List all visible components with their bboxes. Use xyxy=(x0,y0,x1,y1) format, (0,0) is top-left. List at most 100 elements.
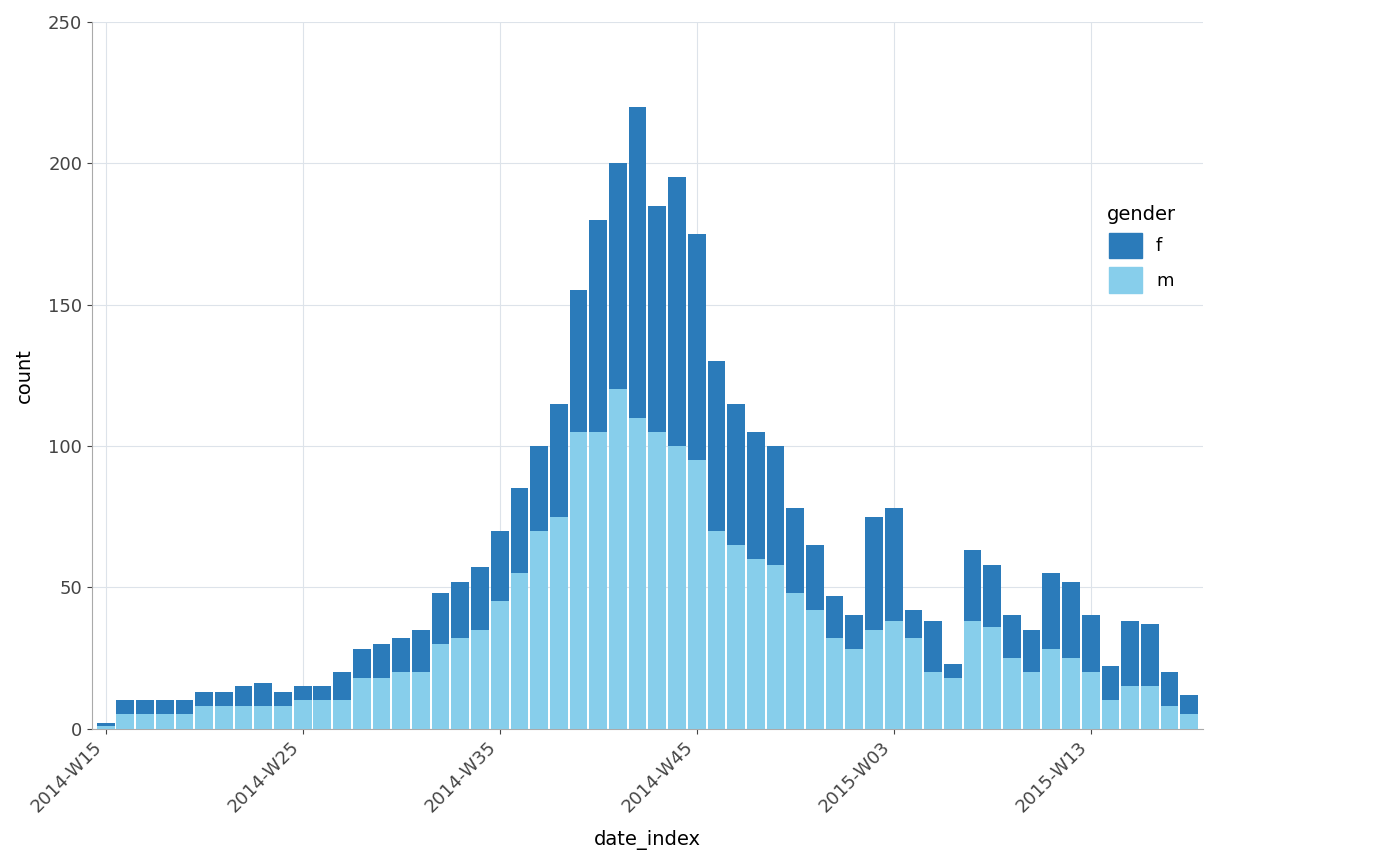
Bar xyxy=(412,630,430,672)
Bar xyxy=(787,508,804,593)
Bar xyxy=(648,432,666,728)
Bar xyxy=(944,677,962,728)
Bar xyxy=(255,683,272,706)
Bar xyxy=(904,610,923,638)
Bar xyxy=(235,686,252,706)
Bar xyxy=(1063,658,1079,728)
Bar xyxy=(314,686,332,701)
Bar xyxy=(136,714,154,728)
Bar xyxy=(707,361,725,531)
Bar xyxy=(1141,624,1159,686)
Bar xyxy=(983,565,1001,627)
Bar xyxy=(1161,672,1179,706)
Bar xyxy=(412,672,430,728)
Bar xyxy=(255,706,272,728)
Bar xyxy=(1063,581,1079,658)
Bar xyxy=(1102,701,1119,728)
Bar xyxy=(846,616,864,650)
Bar xyxy=(826,596,843,638)
Bar xyxy=(885,508,903,621)
Bar xyxy=(116,701,134,714)
Bar xyxy=(767,565,784,728)
Bar xyxy=(1121,686,1140,728)
Bar xyxy=(235,706,252,728)
Bar xyxy=(294,701,312,728)
Bar xyxy=(904,638,923,728)
Bar xyxy=(195,706,213,728)
Bar xyxy=(1043,650,1060,728)
Bar xyxy=(1002,616,1021,658)
Bar xyxy=(885,621,903,728)
Bar xyxy=(491,601,508,728)
Bar xyxy=(1141,686,1159,728)
Bar xyxy=(924,621,942,672)
Bar xyxy=(97,726,115,728)
Bar xyxy=(687,460,706,728)
Bar xyxy=(1023,672,1040,728)
Bar xyxy=(431,593,449,644)
Bar xyxy=(392,638,410,672)
Bar xyxy=(846,650,864,728)
Legend: f, m: f, m xyxy=(1089,187,1194,311)
Bar xyxy=(629,418,647,728)
Bar xyxy=(531,531,547,728)
Bar xyxy=(1121,621,1140,686)
Bar xyxy=(216,692,232,706)
Bar xyxy=(1043,573,1060,650)
Bar xyxy=(550,516,567,728)
Bar xyxy=(372,677,391,728)
Bar xyxy=(668,177,686,446)
Bar xyxy=(1082,616,1099,672)
Bar xyxy=(97,723,115,726)
Bar xyxy=(609,163,627,389)
Bar xyxy=(333,701,351,728)
Bar xyxy=(570,291,588,432)
Bar xyxy=(472,567,489,630)
Bar xyxy=(511,489,528,573)
Bar xyxy=(1102,666,1119,701)
Bar xyxy=(687,234,706,460)
Bar xyxy=(748,432,764,559)
Bar xyxy=(1023,630,1040,672)
Bar xyxy=(865,630,883,728)
Bar xyxy=(294,686,312,701)
Bar xyxy=(609,389,627,728)
Bar xyxy=(826,638,843,728)
Bar xyxy=(629,106,647,418)
Bar xyxy=(787,593,804,728)
Bar xyxy=(451,581,469,638)
Bar xyxy=(195,692,213,706)
Bar xyxy=(155,701,174,714)
Bar xyxy=(116,714,134,728)
Bar xyxy=(550,403,567,516)
Bar xyxy=(216,706,232,728)
Bar xyxy=(155,714,174,728)
Bar xyxy=(531,446,547,531)
Bar xyxy=(648,206,666,432)
Bar xyxy=(727,403,745,545)
Bar xyxy=(1180,695,1198,714)
Bar xyxy=(314,701,332,728)
Bar xyxy=(1082,672,1099,728)
Bar xyxy=(589,220,608,432)
Bar xyxy=(589,432,608,728)
Bar xyxy=(175,701,193,714)
Bar xyxy=(1161,706,1179,728)
Bar xyxy=(1002,658,1021,728)
Bar xyxy=(431,644,449,728)
Bar xyxy=(353,650,371,677)
Bar xyxy=(668,446,686,728)
Bar xyxy=(767,446,784,565)
Bar xyxy=(944,663,962,677)
Bar xyxy=(392,672,410,728)
Bar xyxy=(963,550,981,621)
Bar xyxy=(983,627,1001,728)
Bar xyxy=(806,610,823,728)
Bar xyxy=(333,672,351,701)
Bar xyxy=(963,621,981,728)
Bar xyxy=(1180,714,1198,728)
X-axis label: date_index: date_index xyxy=(594,830,701,850)
Bar xyxy=(491,531,508,601)
Bar xyxy=(924,672,942,728)
Bar xyxy=(372,644,391,677)
